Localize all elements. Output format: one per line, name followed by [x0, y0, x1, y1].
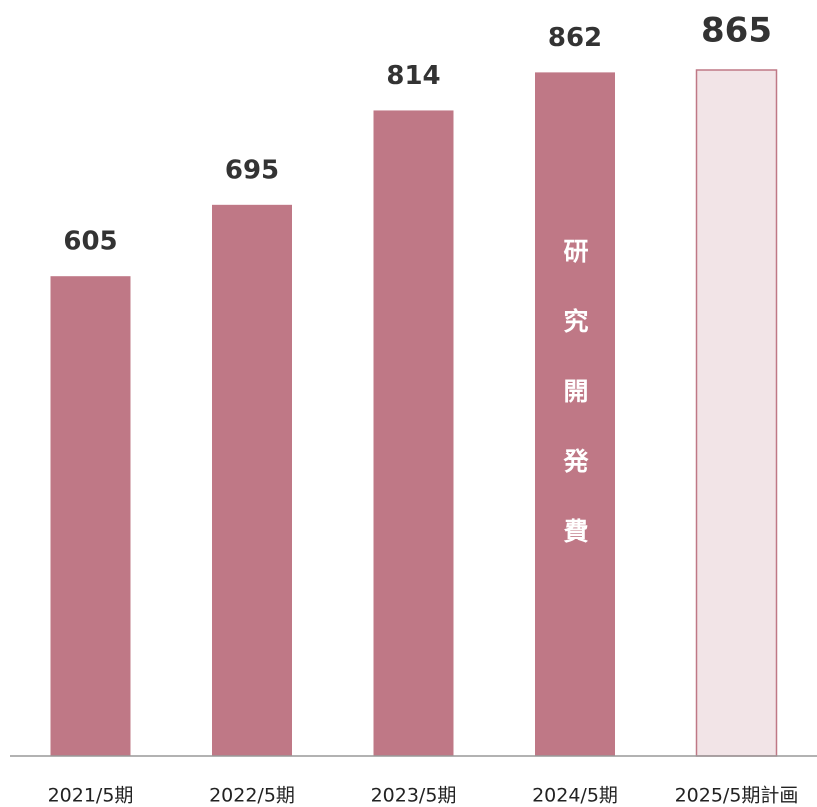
- bar: [535, 72, 615, 756]
- value-label: 865: [701, 11, 772, 51]
- x-tick-label: 2024/5期: [532, 785, 618, 807]
- bar: [695, 69, 778, 757]
- value-label: 814: [386, 61, 440, 91]
- bar: [212, 204, 292, 757]
- value-label: 695: [225, 155, 279, 185]
- bar-annotation: 研究開発費: [560, 238, 589, 588]
- value-label: 605: [63, 227, 117, 257]
- x-tick-label: 2021/5期: [48, 785, 134, 807]
- x-tick-label: 2023/5期: [371, 785, 457, 807]
- x-tick-label: 2022/5期: [209, 785, 295, 807]
- value-label: 862: [548, 23, 602, 53]
- x-tick-label: 2025/5期計画: [675, 785, 799, 807]
- bar: [50, 276, 131, 756]
- bar: [373, 110, 454, 757]
